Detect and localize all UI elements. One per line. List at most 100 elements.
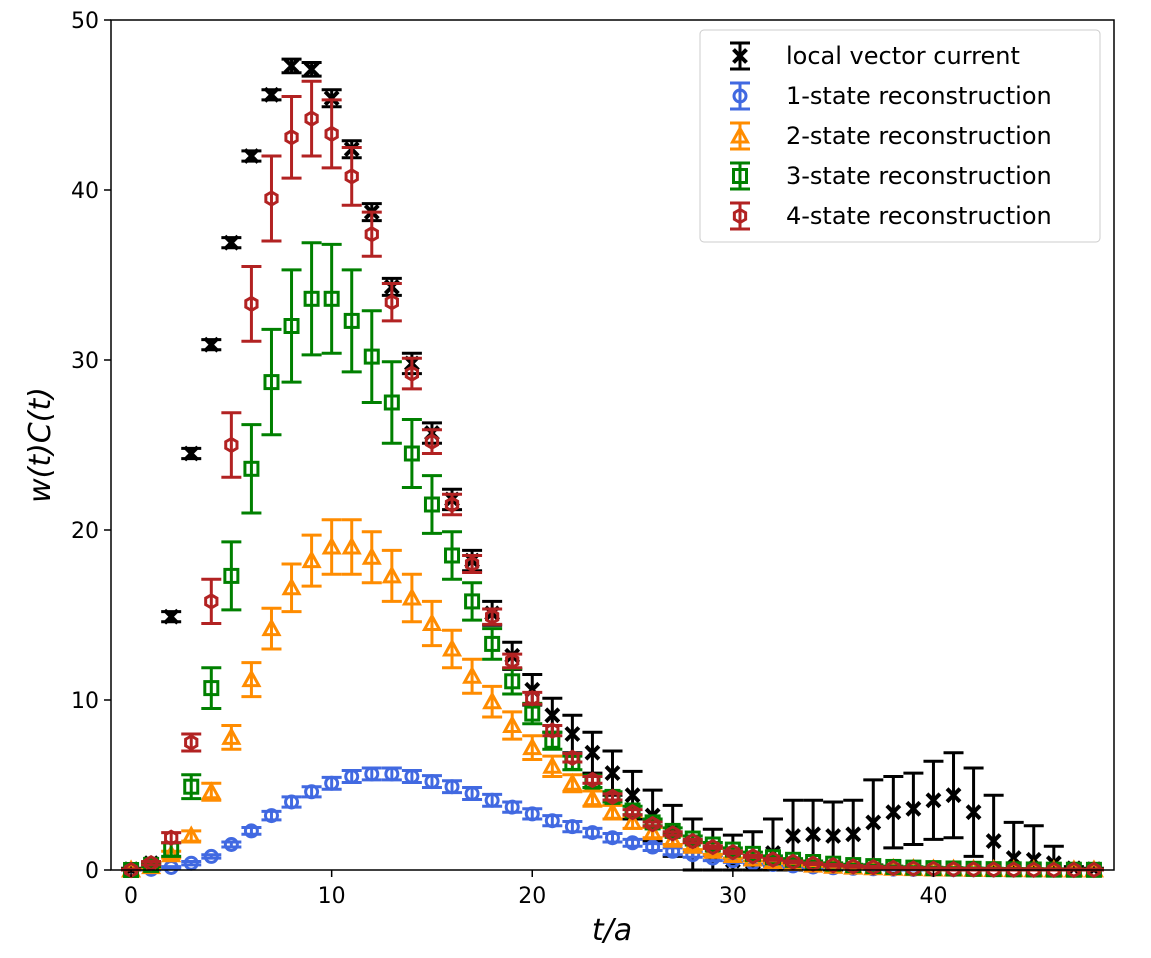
data-point <box>705 838 720 856</box>
data-point <box>846 858 861 875</box>
data-point <box>582 788 603 807</box>
error-bar <box>361 530 382 585</box>
data-point <box>522 737 543 756</box>
data-point <box>244 295 259 313</box>
x-tick-label: 10 <box>318 884 346 909</box>
data-point <box>885 804 902 821</box>
data-point <box>765 851 781 868</box>
data-point <box>484 792 500 808</box>
error-bar <box>301 533 322 588</box>
error-bar <box>401 418 422 489</box>
x-tick-label: 40 <box>919 884 947 909</box>
data-point <box>183 778 200 795</box>
data-point <box>1086 861 1102 879</box>
error-bar <box>321 98 342 170</box>
data-point <box>544 813 560 829</box>
data-point <box>585 771 600 789</box>
error-bar <box>482 627 503 661</box>
data-point <box>364 766 380 782</box>
legend-marker <box>729 121 751 151</box>
legend-marker-symbol <box>732 48 748 64</box>
data-point <box>223 234 240 251</box>
data-point <box>163 608 180 625</box>
legend-marker <box>730 81 750 111</box>
data-point <box>164 829 179 846</box>
data-point <box>401 587 422 606</box>
legend-marker-symbol <box>732 168 748 184</box>
data-point <box>303 290 320 307</box>
legend-item: 3-state reconstruction <box>730 161 1052 191</box>
error-bar <box>201 577 222 625</box>
error-bar <box>241 265 262 343</box>
error-bar <box>261 606 282 651</box>
legend-marker <box>730 41 750 71</box>
data-point <box>584 744 601 761</box>
error-bar <box>261 327 282 437</box>
data-point <box>725 843 740 861</box>
data-point <box>544 707 561 724</box>
data-point <box>462 665 483 684</box>
legend-item: 4-state reconstruction <box>730 201 1052 231</box>
data-point <box>243 148 260 164</box>
x-axis: 0 10 20 30 40 <box>124 870 947 909</box>
data-point <box>905 800 922 817</box>
x-tick-label: 0 <box>124 884 138 909</box>
error-bar <box>401 356 422 391</box>
data-point <box>965 804 982 821</box>
data-point <box>283 318 300 334</box>
legend-label: 1-state reconstruction <box>786 82 1052 110</box>
data-point <box>364 225 379 243</box>
data-point <box>183 855 199 871</box>
data-point <box>161 844 182 863</box>
legend-label: local vector current <box>786 42 1020 70</box>
data-point <box>444 779 460 795</box>
error-bar <box>261 809 282 822</box>
data-point <box>625 803 640 821</box>
y-tick-label: 30 <box>71 349 99 374</box>
data-point <box>321 536 342 555</box>
data-point <box>363 348 380 365</box>
data-point <box>826 857 841 874</box>
data-point <box>464 786 480 801</box>
data-point <box>243 460 260 477</box>
data-point <box>985 833 1002 850</box>
data-point <box>344 168 359 185</box>
data-point <box>263 86 280 103</box>
data-point <box>284 794 300 810</box>
data-point <box>484 635 501 652</box>
data-point <box>301 550 322 569</box>
data-point <box>966 861 981 878</box>
error-bar <box>341 518 362 576</box>
legend-box <box>699 29 1101 243</box>
error-bar <box>462 657 483 695</box>
data-point <box>645 839 661 855</box>
error-bar <box>442 530 463 581</box>
data-point <box>424 433 440 450</box>
error-bar <box>381 282 402 323</box>
data-point <box>243 823 259 839</box>
data-point <box>361 546 382 565</box>
data-point <box>324 125 339 143</box>
data-point <box>906 860 921 877</box>
legend-item: 2-state reconstruction <box>729 121 1052 151</box>
error-bar <box>361 309 382 404</box>
error-bar <box>341 268 362 374</box>
data-point <box>283 57 300 74</box>
data-point <box>562 772 583 791</box>
data-point <box>264 190 279 207</box>
y-axis: 0 10 20 30 40 50 <box>71 9 111 884</box>
data-point <box>945 787 962 804</box>
error-bar <box>361 210 382 258</box>
data-point <box>602 801 623 820</box>
y-axis-label: w(t)C(t) <box>23 387 58 503</box>
x-tick-label: 30 <box>719 884 747 909</box>
error-bar <box>281 95 302 180</box>
data-point <box>344 769 360 784</box>
y-tick-label: 0 <box>85 859 99 884</box>
error-bar <box>401 572 422 624</box>
data-point <box>281 577 302 596</box>
data-point <box>1066 861 1082 879</box>
legend-marker <box>730 161 750 191</box>
data-point <box>424 774 440 790</box>
